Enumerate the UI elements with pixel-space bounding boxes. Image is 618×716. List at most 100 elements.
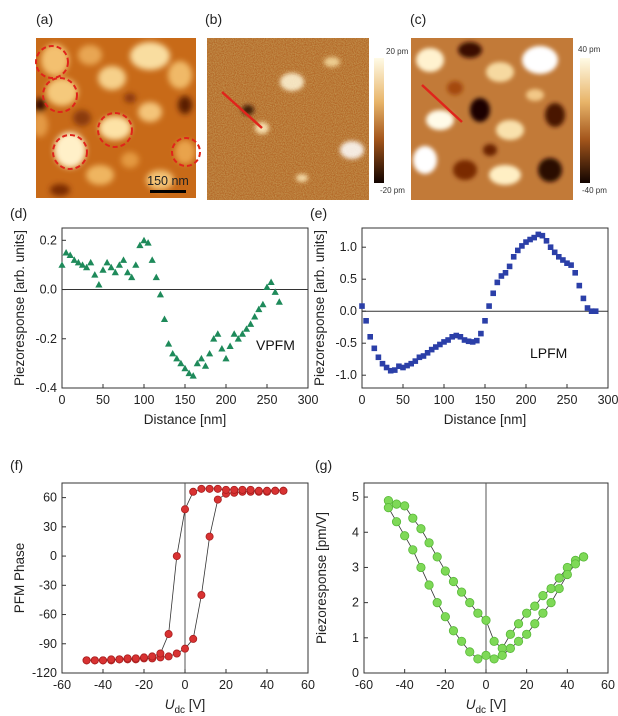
- chart-g-point: [562, 569, 572, 580]
- chart-d-point: [144, 239, 152, 246]
- chart-d-point: [251, 313, 259, 320]
- chart-e-point: [474, 337, 480, 344]
- chart-e-point: [437, 341, 443, 348]
- chart-e-point: [519, 243, 525, 249]
- chart-g-ytick-label: 2: [352, 596, 359, 610]
- chart-g-xtick-label: 0: [483, 678, 490, 692]
- chart-e-point: [433, 344, 439, 350]
- chart-f-point: [230, 485, 239, 494]
- chart-d-frame: [61, 227, 309, 389]
- chart-e-point: [469, 339, 476, 345]
- chart-e-ytick-label: 0.5: [340, 272, 357, 286]
- chart-d-ytick-label: 0.2: [40, 233, 57, 247]
- chart-d-xtick-label: 50: [96, 393, 110, 407]
- chart-e-point: [420, 353, 427, 359]
- chart-e-point: [564, 260, 570, 266]
- chart-e: (e) 0 50 100 150 200 250 300 -1.0 -0.5 0.0 0.5 1.0 D…: [310, 205, 618, 427]
- chart-g-point: [440, 612, 450, 622]
- chart-e-point: [412, 358, 419, 364]
- panel-label-f: (f): [10, 457, 23, 473]
- chart-g-point: [432, 598, 442, 608]
- profile-line-c: [421, 84, 463, 123]
- chart-f-point: [262, 486, 271, 495]
- chart-d-point: [78, 261, 87, 268]
- chart-f-point: [82, 656, 91, 665]
- chart-g-point: [465, 598, 475, 608]
- chart-f: (f) -60 -40 -20 0 20 40 60 -120 -90 -60 -30 0 30 60 Ud…: [10, 457, 315, 716]
- chart-d-point: [62, 249, 70, 256]
- chart-e-xtick-label: 150: [475, 393, 496, 407]
- chart-g-point: [416, 524, 426, 534]
- chart-d-point: [242, 325, 251, 332]
- chart-f-point: [205, 532, 214, 541]
- panel-label-c: (c): [410, 11, 426, 27]
- chart-d-point: [66, 251, 74, 258]
- chart-e-point: [387, 367, 394, 374]
- chart-d-point: [181, 364, 189, 372]
- plot-g: -60 -40 -20 0 20 40 60 0 1 2 3 4 5 Udc [V] Piezorespon…: [314, 482, 615, 716]
- chart-f-point: [131, 654, 140, 663]
- panel-b: (b) 20 pm -20 pm: [205, 11, 409, 200]
- chart-e-point: [490, 290, 496, 297]
- colorbar-c: [580, 58, 590, 183]
- topography-image: [36, 38, 196, 198]
- chart-g-point: [578, 552, 589, 562]
- chart-e-point: [588, 308, 595, 314]
- chart-e-point: [515, 247, 521, 254]
- chart-g-point: [440, 566, 450, 576]
- chart-e-xlabel: Distance [nm]: [444, 412, 527, 427]
- chart-e-point: [375, 354, 382, 361]
- chart-g-point: [489, 654, 499, 664]
- chart-e-point: [359, 303, 365, 309]
- chart-e-point: [453, 332, 460, 339]
- chart-e-point: [408, 360, 414, 367]
- chart-d-point: [255, 305, 263, 313]
- chart-f-point: [164, 630, 173, 639]
- chart-d-point: [218, 345, 226, 352]
- chart-f-point: [189, 634, 198, 643]
- chart-d-xtick-label: 200: [216, 393, 237, 407]
- profile-line-b: [221, 91, 263, 129]
- chart-e-point: [449, 334, 455, 340]
- chart-g-point: [481, 615, 491, 625]
- chart-g-xlabel: Udc [V]: [466, 697, 507, 716]
- chart-g-point: [448, 626, 459, 636]
- chart-e-ylabel: Piezoresponse [arb. units]: [312, 230, 327, 386]
- chart-e-point: [572, 270, 578, 276]
- chart-g-point: [554, 573, 564, 583]
- chart-f-xtick-label: -20: [135, 678, 153, 692]
- chart-e-point: [465, 338, 472, 345]
- chart-d-point: [95, 281, 103, 288]
- chart-e-xtick-label: 0: [359, 393, 366, 407]
- chart-f-point: [172, 552, 181, 561]
- chart-f-xtick-label: 0: [182, 678, 189, 692]
- chart-d-point: [91, 271, 99, 278]
- chart-f-point: [213, 495, 222, 504]
- chart-d-point: [99, 266, 107, 273]
- chart-f-point: [172, 649, 181, 658]
- chart-d-point: [226, 342, 234, 350]
- chart-e-point: [506, 263, 513, 270]
- chart-g-point: [465, 647, 475, 657]
- chart-f-point: [238, 485, 247, 494]
- chart-e-point: [461, 337, 468, 343]
- chart-e-point: [498, 273, 505, 279]
- chart-g-point: [456, 636, 467, 646]
- chart-e-point: [576, 282, 583, 289]
- chart-d-point: [132, 261, 140, 268]
- colorbar-b: [374, 58, 384, 183]
- chart-e-xtick-label: 100: [434, 393, 455, 407]
- chart-e-point: [416, 354, 423, 361]
- chart-e-point: [379, 360, 386, 367]
- chart-g-point: [400, 501, 410, 511]
- chart-g: (g) -60 -40 -20 0 20 40 60 0 1 2 3 4 5 Udc [V] Piezore…: [314, 457, 615, 716]
- chart-d-xtick-label: 0: [59, 393, 66, 407]
- chart-d-point: [119, 256, 128, 263]
- chart-e-point: [535, 231, 542, 238]
- colorbar-b-top: 20 pm: [386, 47, 409, 56]
- chart-e-point: [363, 318, 369, 324]
- chart-g-point: [570, 559, 581, 569]
- plot-f: -60 -40 -20 0 20 40 60 -120 -90 -60 -30 0 30 60 Udc [V…: [12, 482, 315, 716]
- chart-d-point: [193, 359, 201, 367]
- colorbar-c-bottom: -40 pm: [582, 186, 607, 195]
